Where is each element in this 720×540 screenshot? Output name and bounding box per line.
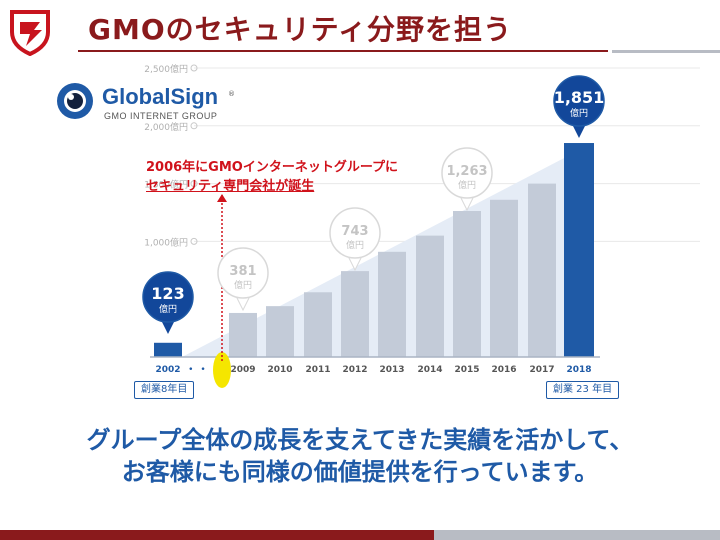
bar-2016 [490, 199, 518, 357]
callout-bubble [329, 207, 381, 259]
x-tick-label: 2011 [305, 365, 330, 375]
y-tick-marker [190, 237, 198, 245]
x-tick-label: 2012 [342, 365, 367, 375]
brand-registered-mark: ® [228, 90, 235, 98]
callout-unit: 億円 [458, 179, 476, 191]
callout-unit: 億円 [159, 303, 177, 315]
x-tick-label: 2017 [529, 365, 554, 375]
annotation-line-1: 2006年にGMOインターネットグループに [146, 160, 399, 175]
x-tick-label: 2002 [155, 365, 180, 375]
bar-2009 [229, 312, 257, 357]
revenue-bar-chart: 1,000億円 1,500億円 2,000億円 2,500億円 2002 2009 2010… [142, 63, 700, 388]
slide-title: GMOのセキュリティ分野を担う [88, 13, 512, 46]
bar-2017 [528, 183, 556, 357]
callout-bubble [217, 247, 269, 299]
y-tick-label: 2,000億円 [144, 121, 188, 133]
x-tick-label: 2015 [454, 365, 479, 375]
year-2006-marker [213, 352, 231, 388]
title-underline-accent [612, 50, 720, 53]
callout-bubble [441, 147, 493, 199]
founded-badge-left: 創業8年目 [134, 381, 195, 399]
bar-2015 [453, 210, 481, 357]
bar-2018 [564, 143, 594, 357]
bar-2014 [416, 235, 444, 357]
founded-badge-right: 創業 23 年目 [546, 381, 620, 399]
bar-2013 [378, 251, 406, 357]
bar-2010 [266, 306, 294, 357]
bar-2002 [154, 342, 182, 357]
x-tick-label: 2014 [417, 365, 442, 375]
callout-value: 123 [151, 284, 184, 303]
footer-bar-gray [434, 530, 720, 540]
bar-2012 [341, 271, 369, 357]
founding-annotation: 2006年にGMOインターネットグループに セキュリティ専門会社が誕生 [146, 158, 398, 196]
annotation-arrowhead [217, 194, 227, 202]
y-tick-marker [190, 64, 198, 72]
callout-value: 743 [341, 224, 368, 239]
callout-value: 1,851 [554, 88, 605, 107]
annotation-line-2: セキュリティ専門会社が誕生 [146, 179, 315, 194]
brand-subtitle: GMO INTERNET GROUP [104, 111, 218, 121]
message-line-2: お客様にも同様の価値提供を行っています。 [121, 458, 599, 486]
eye-logo-icon [57, 83, 93, 119]
y-tick-marker [190, 180, 198, 188]
callout-bubble [553, 75, 605, 127]
y-tick-marker [190, 122, 198, 130]
title-underline [78, 50, 608, 52]
bar-2011 [304, 292, 332, 357]
x-tick-label: 2009 [230, 365, 255, 375]
y-tick-label: 1,500億円 [144, 179, 188, 191]
callout-value: 381 [229, 264, 256, 279]
callout-unit: 億円 [234, 279, 252, 291]
company-logo-icon [10, 10, 50, 56]
gap-marker: • • • [188, 365, 220, 375]
callout-unit: 億円 [346, 239, 364, 251]
message-line-1: グループ全体の成長を支えてきた実績を活かして、 [86, 426, 634, 454]
x-tick-label: 2013 [379, 365, 404, 375]
y-tick-label: 1,000億円 [144, 236, 188, 248]
y-tick-label: 2,500億円 [144, 63, 188, 75]
callout-value: 1,263 [446, 164, 487, 179]
footer-bar-red [0, 530, 434, 540]
x-tick-label: 2018 [566, 365, 591, 375]
x-tick-label: 2016 [491, 365, 516, 375]
callout-bubble [142, 271, 194, 323]
brand-name: GlobalSign [102, 84, 219, 109]
x-tick-label: 2010 [267, 365, 292, 375]
callout-unit: 億円 [570, 107, 588, 119]
globalsign-brand: GlobalSign ® GMO INTERNET GROUP [56, 80, 246, 128]
